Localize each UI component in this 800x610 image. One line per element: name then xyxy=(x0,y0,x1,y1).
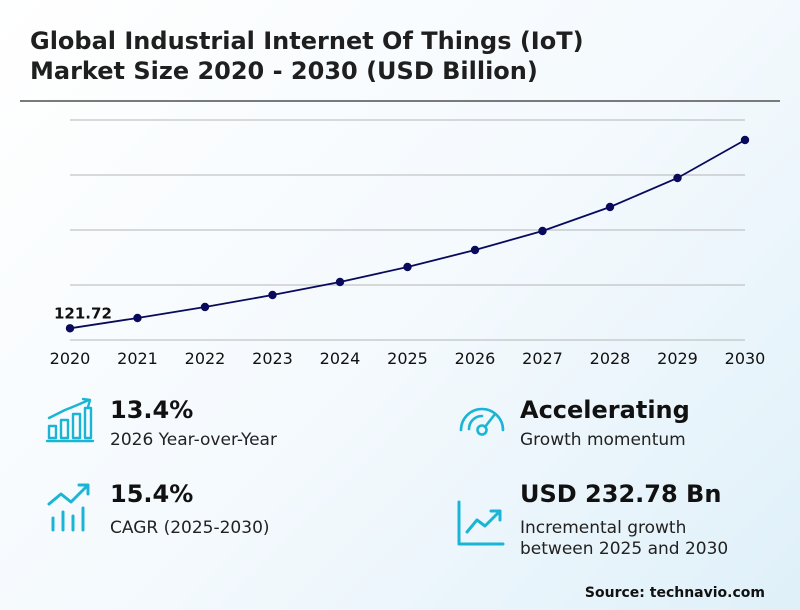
stat-momentum-label: Growth momentum xyxy=(520,430,686,450)
data-point-2026 xyxy=(470,245,480,255)
x-tick-label: 2022 xyxy=(185,349,226,368)
x-tick-label: 2030 xyxy=(725,349,766,368)
data-point-2021 xyxy=(133,313,142,323)
data-point-2024 xyxy=(335,277,345,287)
stat-cagr-value: 15.4% xyxy=(110,480,194,508)
x-tick-label: 2024 xyxy=(320,349,361,368)
stat-momentum-value: Accelerating xyxy=(520,396,690,424)
speedometer-icon xyxy=(459,407,505,436)
stat-yoy-label: 2026 Year-over-Year xyxy=(110,430,277,450)
data-point-2030 xyxy=(740,135,750,145)
series-line xyxy=(69,139,746,330)
trend-bars-icon xyxy=(47,483,90,532)
line-chart: 2020 2021 2022 2023 2024 2025 2026 2027 2028 2029… xyxy=(50,119,766,368)
grid-lines xyxy=(70,119,745,341)
stat-yoy-value: 13.4% xyxy=(110,396,194,424)
x-tick-label: 2026 xyxy=(455,349,496,368)
data-labels: 121.72 xyxy=(54,304,112,322)
bar-chart-growth-icon xyxy=(45,397,95,443)
x-tick-label: 2020 xyxy=(50,349,91,368)
data-point-2022 xyxy=(200,302,210,312)
x-tick-label: 2028 xyxy=(590,349,631,368)
data-point-2027 xyxy=(538,226,547,236)
title-divider xyxy=(20,100,780,102)
x-tick-label: 2029 xyxy=(657,349,698,368)
data-point-2025 xyxy=(403,262,412,272)
stat-cagr-label: CAGR (2025-2030) xyxy=(110,518,270,538)
chart-title: Global Industrial Internet Of Things (Io… xyxy=(30,27,584,85)
x-tick-label: 2027 xyxy=(522,349,563,368)
stat-momentum: Accelerating Growth momentum xyxy=(455,396,775,466)
data-point-2029 xyxy=(673,173,682,183)
x-tick-label: 2025 xyxy=(387,349,428,368)
x-axis-ticks: 2020 2021 2022 2023 2024 2025 2026 2027 2028 2029… xyxy=(50,349,766,368)
stat-yoy: 13.4% 2026 Year-over-Year xyxy=(45,396,375,466)
x-tick-label: 2023 xyxy=(252,349,293,368)
data-points xyxy=(65,135,750,333)
data-point-2020 xyxy=(65,324,75,333)
data-point-2028 xyxy=(605,202,615,212)
data-label: 121.72 xyxy=(54,304,112,322)
stat-incremental-value: USD 232.78 Bn xyxy=(520,480,722,508)
stat-cagr: 15.4% CAGR (2025-2030) xyxy=(45,480,375,550)
source-credit: Source: technavio.com xyxy=(584,585,765,601)
stat-incremental: USD 232.78 Bn Incremental growth between… xyxy=(455,480,785,570)
stat-incremental-label: Incremental growth between 2025 and 2030 xyxy=(520,518,729,559)
data-point-2023 xyxy=(268,290,277,300)
trend-line-chart-icon xyxy=(457,500,505,546)
x-tick-label: 2021 xyxy=(117,349,158,368)
